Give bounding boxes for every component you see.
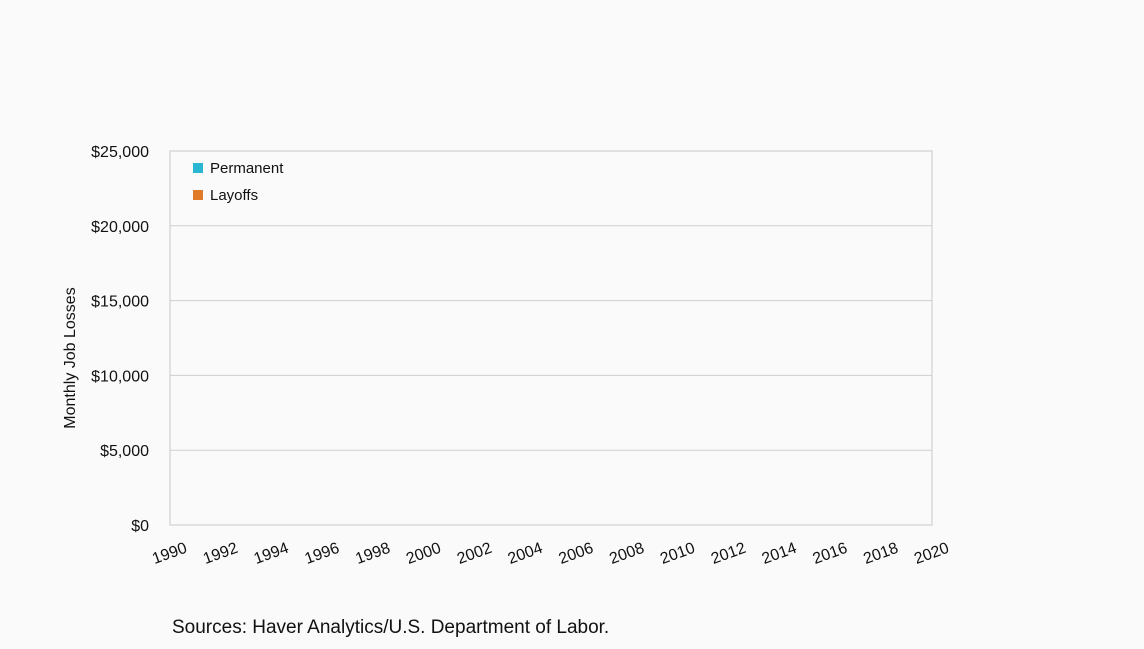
x-tick-label: 2002 [455, 540, 494, 568]
x-tick-label: 2000 [404, 540, 443, 568]
x-tick-label: 2004 [506, 540, 545, 568]
legend-label: Layoffs [210, 187, 258, 204]
x-axis-ticks: 1990 1992 1994 1996 1998 2000 2002 2004 2006 2008… [150, 540, 951, 568]
x-tick-label: 1998 [353, 540, 392, 568]
legend-label: Permanent [210, 160, 284, 177]
x-tick-label: 2012 [709, 540, 748, 568]
legend-swatch [193, 163, 203, 173]
x-tick-label: 2018 [861, 540, 900, 568]
chart: $0 $5,000 $10,000 $15,000 $20,000 $25,000 199… [62, 144, 951, 568]
y-tick-label: $5,000 [100, 443, 149, 460]
x-tick-label: 2008 [607, 540, 646, 568]
gridlines [170, 150, 932, 451]
plot-area-border [169, 150, 933, 526]
y-tick-label: $20,000 [91, 219, 149, 236]
y-axis-title: Monthly Job Losses [62, 287, 79, 428]
x-tick-label: 2020 [912, 540, 951, 568]
y-axis-ticks: $0 $5,000 $10,000 $15,000 $20,000 $25,000 [91, 144, 149, 535]
x-tick-label: 2010 [658, 540, 697, 568]
legend: Permanent Layoffs [193, 160, 284, 204]
legend-swatch [193, 190, 203, 200]
x-tick-label: 1996 [303, 540, 342, 568]
x-tick-label: 1994 [252, 540, 291, 568]
x-tick-label: 1992 [201, 540, 240, 568]
source-note: Sources: Haver Analytics/U.S. Department… [172, 617, 610, 638]
x-tick-label: 2016 [811, 540, 850, 568]
y-tick-label: $0 [131, 518, 149, 535]
x-tick-label: 1990 [150, 540, 189, 568]
y-tick-label: $15,000 [91, 294, 149, 311]
x-tick-label: 2006 [557, 540, 596, 568]
y-tick-label: $25,000 [91, 144, 149, 161]
x-tick-label: 2014 [760, 540, 799, 568]
y-tick-label: $10,000 [91, 368, 149, 385]
